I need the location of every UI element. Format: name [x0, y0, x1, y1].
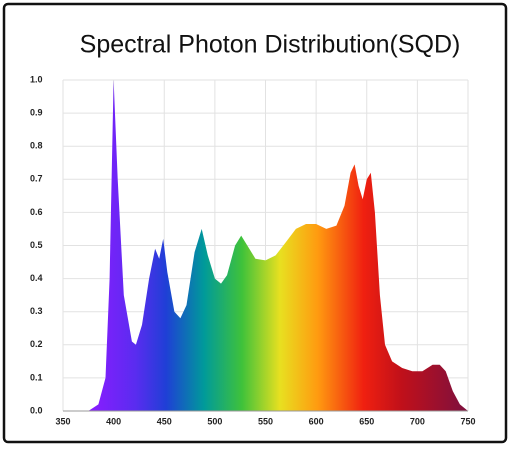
y-tick-label: 0.8: [30, 141, 43, 151]
x-tick-label: 450: [157, 416, 172, 426]
y-tick-label: 0.1: [30, 372, 43, 382]
y-tick-label: 0.5: [30, 240, 43, 250]
y-tick-label: 0.3: [30, 306, 43, 316]
x-tick-label: 400: [106, 416, 121, 426]
y-tick-label: 0.0: [30, 405, 43, 415]
x-tick-label: 700: [410, 416, 425, 426]
y-tick-label: 0.2: [30, 339, 43, 349]
x-tick-label: 550: [258, 416, 273, 426]
plot: 0.0 0.1 0.2 0.3 0.4 0.5 0.6 0.7 0.8 0.9 1.0 350 400 4…: [30, 74, 476, 426]
chart-title: Spectral Photon Distribution(SQD): [80, 31, 461, 59]
y-tick-label: 0.6: [30, 207, 43, 217]
x-tick-label: 650: [359, 416, 374, 426]
y-tick-label: 0.4: [30, 273, 43, 283]
x-tick-label: 750: [460, 416, 475, 426]
y-tick-label: 1.0: [30, 74, 43, 84]
y-tick-label: 0.9: [30, 107, 43, 117]
x-tick-label: 500: [207, 416, 222, 426]
spectrum-area: [88, 80, 469, 411]
x-tick-label: 600: [309, 416, 324, 426]
x-tick-label: 350: [55, 416, 70, 426]
y-tick-label: 0.7: [30, 174, 43, 184]
